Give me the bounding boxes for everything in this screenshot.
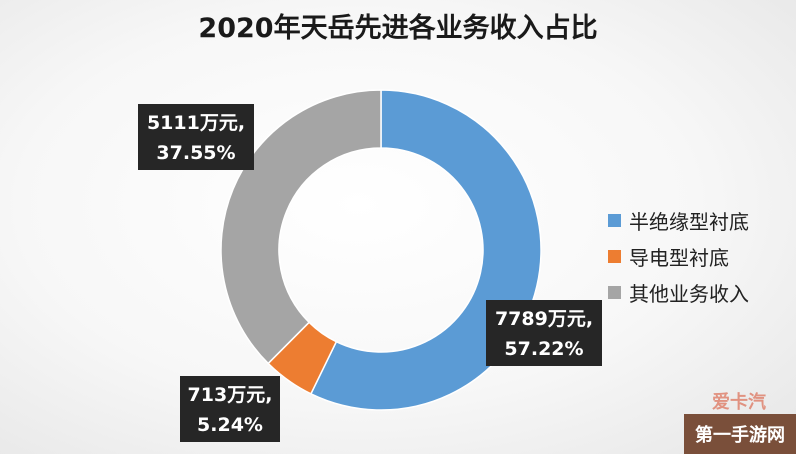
chart-legend: 半绝缘型衬底 导电型衬底 其他业务收入 bbox=[608, 202, 796, 310]
data-label-box bbox=[138, 104, 254, 170]
legend-item-semi-insulating: 半绝缘型衬底 bbox=[608, 202, 796, 238]
slice-other bbox=[220, 89, 382, 365]
data-label-conductive: 713万元, 5.24% bbox=[180, 376, 280, 442]
data-label-value: 5111万元, bbox=[147, 112, 245, 134]
data-label-percent: 37.55% bbox=[156, 142, 235, 164]
data-label-percent: 57.22% bbox=[504, 338, 583, 360]
data-label-semi-insulating: 7789万元, 57.22% bbox=[486, 300, 602, 366]
legend-swatch bbox=[608, 213, 621, 227]
legend-label: 其他业务收入 bbox=[629, 281, 749, 306]
legend-swatch bbox=[608, 285, 621, 299]
legend-item-other: 其他业务收入 bbox=[608, 274, 796, 310]
watermark-logo: 爱卡汽 bbox=[712, 392, 766, 413]
legend-item-conductive: 导电型衬底 bbox=[608, 238, 796, 274]
slice-semi-insulating bbox=[309, 89, 542, 411]
data-label-value: 713万元, bbox=[188, 384, 273, 406]
data-label-other: 5111万元, 37.55% bbox=[138, 104, 254, 170]
data-label-box bbox=[486, 300, 602, 366]
data-label-value: 7789万元, bbox=[495, 308, 593, 330]
site-watermark: 第一手游网 bbox=[684, 414, 796, 454]
data-label-box bbox=[180, 376, 280, 442]
legend-swatch bbox=[608, 249, 621, 263]
legend-label: 导电型衬底 bbox=[629, 245, 729, 270]
chart-title: 2020年天岳先进各业务收入占比 bbox=[198, 13, 598, 44]
data-label-percent: 5.24% bbox=[197, 414, 263, 436]
legend-label: 半绝缘型衬底 bbox=[629, 209, 749, 234]
